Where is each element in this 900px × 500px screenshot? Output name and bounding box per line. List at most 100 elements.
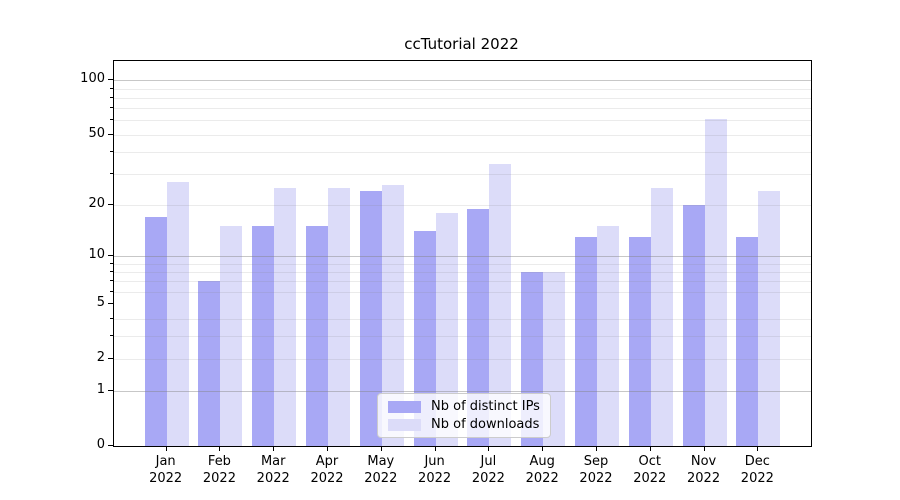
bar-oct-distinct-ips	[628, 236, 651, 446]
bar-oct-downloads	[650, 187, 673, 446]
legend: Nb of distinct IPs Nb of downloads	[377, 393, 551, 438]
y-minor-tick-mark	[110, 280, 113, 282]
legend-label-downloads: Nb of downloads	[431, 417, 540, 432]
gridline-minor	[114, 108, 811, 110]
bar-may-distinct-ips	[359, 191, 382, 446]
bar-mar-distinct-ips	[252, 226, 275, 446]
y-axis-tick-label: 5	[96, 295, 105, 311]
y-tick-mark	[108, 255, 113, 257]
y-tick-mark	[108, 390, 113, 392]
x-label-month: Mar	[260, 454, 286, 469]
y-axis-tick-label: 0	[96, 437, 105, 452]
y-minor-tick-mark	[110, 317, 113, 319]
y-axis-tick-label: 10	[88, 247, 105, 263]
legend-swatch-distinct-ips	[388, 400, 421, 413]
x-label-year: 2022	[525, 471, 559, 486]
x-label-year: 2022	[687, 471, 721, 486]
x-tick-mark	[542, 447, 544, 451]
chart-title: ccTutorial 2022	[404, 35, 519, 53]
bar-feb-downloads	[220, 226, 243, 446]
bar-dec-downloads	[758, 191, 781, 446]
x-tick-mark	[273, 447, 275, 451]
bar-mar-downloads	[274, 187, 297, 446]
x-label-year: 2022	[256, 471, 290, 486]
x-axis-tick-label: Dec 2022	[729, 453, 785, 487]
y-minor-tick-mark	[110, 96, 113, 98]
y-minor-tick-mark	[110, 172, 113, 174]
x-label-year: 2022	[471, 471, 505, 486]
y-minor-tick-mark	[110, 133, 113, 135]
x-axis-tick-label: Nov 2022	[676, 453, 732, 487]
bar-sep-distinct-ips	[574, 236, 597, 446]
y-axis-tick-label: 50	[88, 125, 105, 141]
x-label-year: 2022	[202, 471, 236, 486]
bar-jan-distinct-ips	[144, 217, 167, 446]
gridline-major	[114, 391, 811, 393]
y-tick-mark	[108, 445, 113, 446]
x-label-month: Nov	[690, 454, 717, 469]
gridline-minor	[114, 204, 811, 206]
x-axis-tick-label: Apr 2022	[299, 453, 355, 487]
legend-label-distinct-ips: Nb of distinct IPs	[431, 399, 540, 414]
y-axis-tick-label: 100	[80, 71, 105, 87]
y-minor-tick-mark	[110, 357, 113, 359]
gridline-minor	[114, 291, 811, 293]
gridline-minor	[114, 134, 811, 136]
x-label-month: Aug	[529, 454, 555, 469]
bar-jul-distinct-ips	[467, 208, 490, 446]
x-label-year: 2022	[149, 471, 183, 486]
bar-nov-downloads	[704, 119, 727, 446]
x-label-month: Apr	[315, 454, 339, 469]
gridline-minor	[114, 358, 811, 360]
x-tick-mark	[595, 447, 597, 451]
legend-entry-downloads: Nb of downloads	[388, 417, 540, 432]
bar-jan-downloads	[166, 182, 189, 446]
x-label-year: 2022	[740, 471, 774, 486]
x-axis-tick-label: Sep 2022	[568, 453, 624, 487]
x-label-month: May	[367, 454, 395, 469]
bar-apr-downloads	[328, 187, 351, 446]
x-axis-tick-label: Oct 2022	[622, 453, 678, 487]
x-label-month: Jan	[155, 454, 176, 469]
x-axis-tick-label: Aug 2022	[514, 453, 570, 487]
gridline-minor	[114, 336, 811, 338]
x-tick-mark	[380, 447, 382, 451]
x-label-month: Jun	[424, 454, 445, 469]
x-label-year: 2022	[579, 471, 613, 486]
gridline-minor	[114, 318, 811, 320]
bar-jul-downloads	[489, 164, 512, 446]
y-minor-tick-mark	[110, 119, 113, 121]
x-label-year: 2022	[633, 471, 667, 486]
legend-entry-distinct-ips: Nb of distinct IPs	[388, 399, 540, 414]
bar-apr-distinct-ips	[306, 226, 329, 446]
x-axis-tick-label: Mar 2022	[245, 453, 301, 487]
x-label-year: 2022	[364, 471, 398, 486]
x-axis-tick-label: Feb 2022	[191, 453, 247, 487]
x-label-month: Sep	[583, 454, 609, 469]
y-minor-tick-mark	[110, 290, 113, 292]
y-minor-tick-mark	[110, 270, 113, 272]
y-axis-tick-label: 2	[96, 349, 105, 365]
y-tick-mark	[108, 79, 113, 81]
x-tick-mark	[165, 447, 167, 451]
bar-jun-downloads	[435, 212, 458, 446]
x-label-month: Feb	[207, 454, 231, 469]
legend-swatch-downloads	[388, 418, 421, 431]
gridline-minor	[114, 151, 811, 153]
gridline-minor	[114, 120, 811, 122]
x-label-year: 2022	[418, 471, 452, 486]
x-tick-mark	[327, 447, 329, 451]
gridline-minor	[114, 271, 811, 273]
y-minor-tick-mark	[110, 107, 113, 109]
bar-jun-distinct-ips	[413, 231, 436, 446]
x-axis-tick-label: Jul 2022	[460, 453, 516, 487]
x-label-year: 2022	[310, 471, 344, 486]
x-axis-tick-label: Jun 2022	[407, 453, 463, 487]
y-axis-tick-label: 1	[96, 382, 105, 398]
x-label-month: Dec	[744, 454, 770, 469]
y-minor-tick-mark	[110, 335, 113, 337]
y-minor-tick-mark	[110, 203, 113, 205]
x-tick-mark	[219, 447, 221, 451]
gridline-minor	[114, 263, 811, 265]
gridline-minor	[114, 88, 811, 90]
